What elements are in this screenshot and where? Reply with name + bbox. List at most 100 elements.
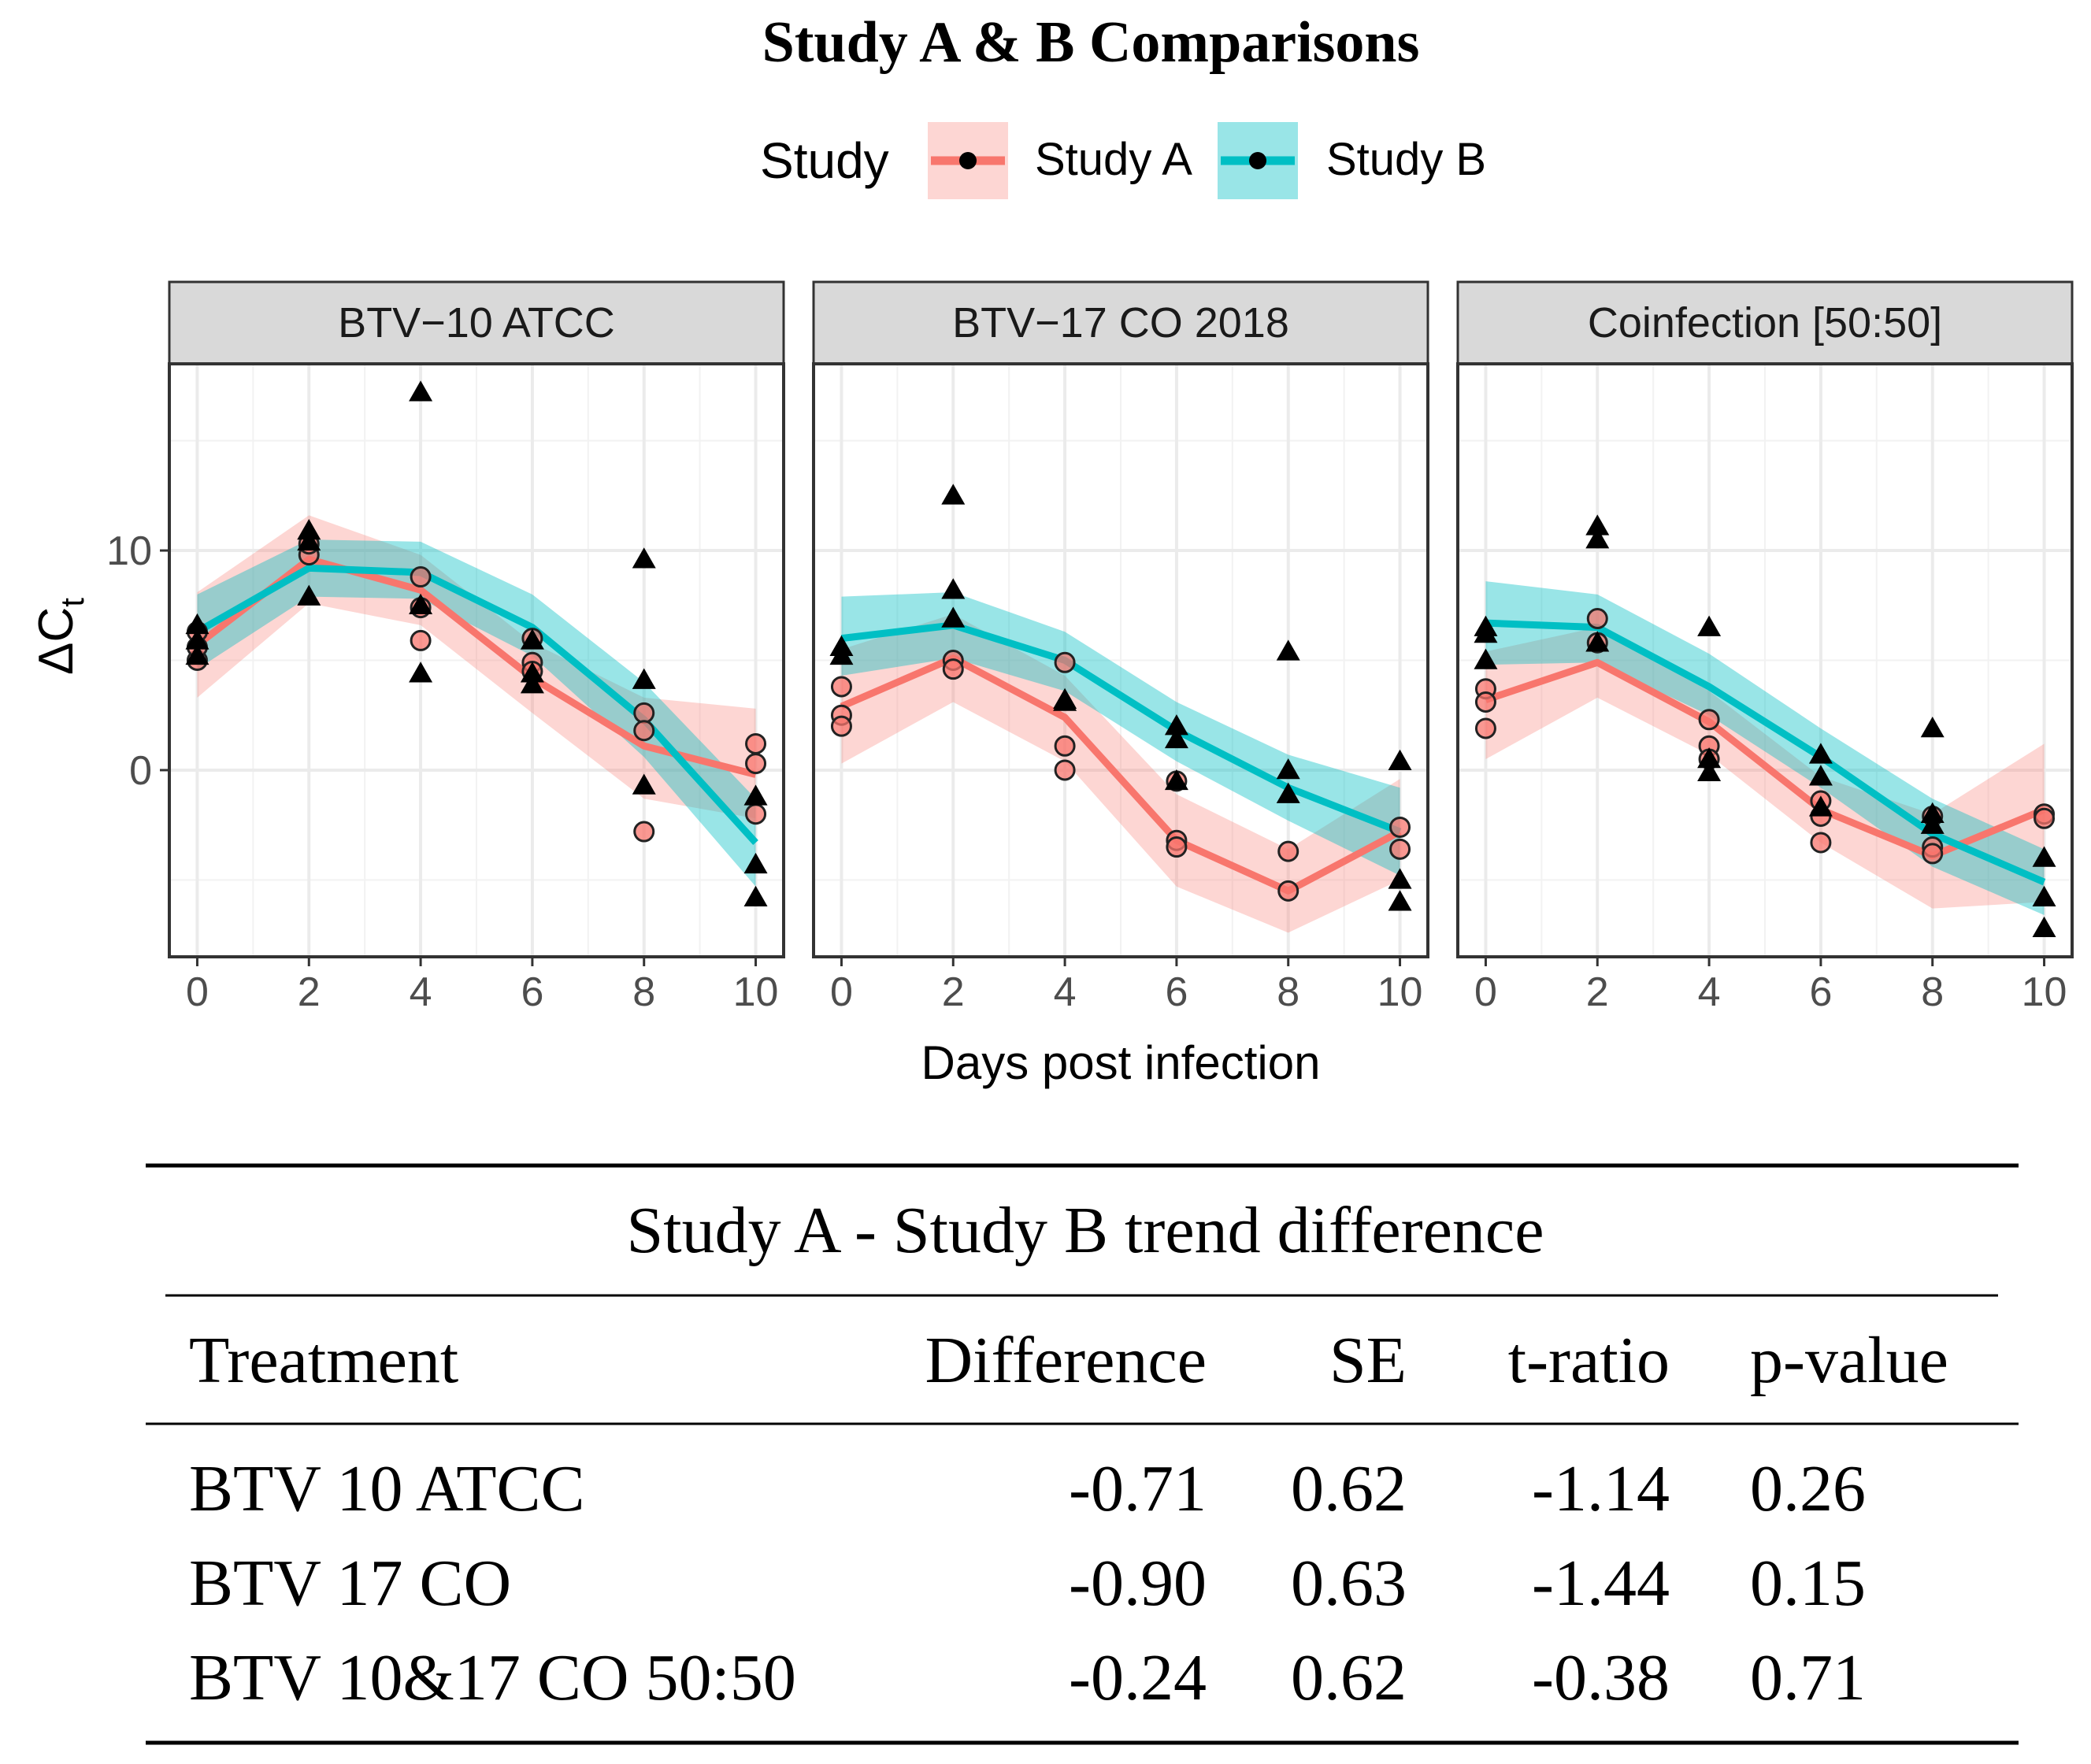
x-tick-label: 2 bbox=[298, 969, 321, 1015]
x-tick-label: 2 bbox=[942, 969, 965, 1015]
study-a-ribbon bbox=[197, 515, 756, 819]
x-axis-title: Days post infection bbox=[921, 1036, 1321, 1089]
study-b-point bbox=[1808, 765, 1833, 786]
study-b-point bbox=[1697, 615, 1722, 636]
table-cell-difference: -0.90 bbox=[1069, 1547, 1207, 1620]
study-b-point bbox=[1276, 782, 1300, 803]
study-b-point bbox=[1585, 528, 1610, 549]
study-b-point bbox=[941, 578, 966, 599]
study-b-point bbox=[1276, 639, 1300, 661]
y-axis-title-main: ΔC bbox=[29, 607, 83, 675]
figure-title: Study A & B Comparisons bbox=[762, 10, 1420, 75]
study-a-point bbox=[1277, 840, 1299, 862]
study-a-point bbox=[1054, 759, 1076, 781]
table-cell-difference: -0.71 bbox=[1069, 1452, 1207, 1525]
table-cell-treatment: BTV 17 CO bbox=[189, 1547, 511, 1620]
panel-border bbox=[1456, 362, 2074, 958]
study-b-point bbox=[520, 662, 544, 683]
panels: BTV−10 ATCC 0 2 4 6 8 10 0 10 BTV−17 CO 2018 0 2 4 6 8… bbox=[106, 280, 2074, 1015]
study-b-point bbox=[1697, 747, 1722, 769]
study-a-point bbox=[1810, 832, 1832, 854]
legend-key-study-a bbox=[928, 122, 1008, 199]
study-b-ribbon bbox=[841, 592, 1400, 876]
svg-text:ΔCt: ΔCt bbox=[29, 598, 91, 675]
study-a-point bbox=[1389, 838, 1411, 860]
study-b-line bbox=[840, 621, 1402, 836]
x-tick-label: 10 bbox=[2022, 969, 2067, 1015]
x-tick-label: 2 bbox=[1586, 969, 1609, 1015]
legend-key-study-b-point bbox=[1249, 152, 1266, 169]
study-a-point bbox=[942, 658, 964, 680]
x-tick-label: 4 bbox=[1698, 969, 1721, 1015]
study-b-point bbox=[1585, 514, 1610, 536]
study-a-point bbox=[410, 566, 432, 588]
table-header-t-ratio: t-ratio bbox=[1508, 1324, 1670, 1397]
study-b-point bbox=[297, 529, 321, 551]
study-b-point bbox=[2032, 916, 2056, 937]
table-cell-t-ratio: -1.44 bbox=[1532, 1547, 1670, 1620]
study-b-point bbox=[743, 885, 768, 906]
study-b-line bbox=[195, 564, 758, 846]
study-a-point bbox=[830, 676, 852, 698]
study-a-point bbox=[1922, 843, 1944, 865]
table-cell-se: 0.62 bbox=[1291, 1452, 1407, 1525]
table-cell-p-value: 0.71 bbox=[1750, 1641, 1866, 1714]
study-b-point bbox=[1920, 813, 1945, 834]
study-a-point bbox=[1586, 608, 1608, 630]
study-b-point bbox=[743, 852, 768, 874]
x-tick-label: 10 bbox=[1377, 969, 1423, 1015]
study-b-point bbox=[409, 662, 433, 683]
x-tick-label: 6 bbox=[1809, 969, 1832, 1015]
facet-panel: BTV−17 CO 2018 0 2 4 6 8 10 bbox=[812, 280, 1429, 1015]
legend-key-study-b bbox=[1218, 122, 1298, 199]
study-b-point bbox=[1164, 769, 1188, 791]
study-a-line bbox=[840, 654, 1402, 895]
study-b-point bbox=[632, 547, 656, 569]
x-tick-label: 8 bbox=[1921, 969, 1944, 1015]
table-cell-t-ratio: -1.14 bbox=[1532, 1452, 1670, 1525]
study-a-point bbox=[1054, 651, 1076, 673]
table-header-p-value: p-value bbox=[1750, 1324, 1948, 1397]
study-b-point bbox=[1164, 727, 1188, 749]
legend: Study Study A Study B bbox=[760, 122, 1486, 199]
panel-border bbox=[168, 362, 785, 958]
facet-strip-label: Coinfection [50:50] bbox=[1588, 299, 1942, 346]
facet-panel: BTV−10 ATCC 0 2 4 6 8 10 0 10 bbox=[106, 280, 785, 1015]
study-a-point bbox=[1474, 691, 1496, 713]
study-b-point bbox=[1920, 802, 1945, 823]
x-tick-label: 0 bbox=[1474, 969, 1497, 1015]
study-b-point bbox=[829, 635, 854, 657]
table-row: BTV 17 CO -0.90 0.63 -1.44 0.15 bbox=[189, 1547, 1866, 1620]
study-b-point bbox=[632, 668, 656, 689]
study-a-point bbox=[1474, 717, 1496, 739]
study-a-point bbox=[745, 803, 767, 825]
study-b-ribbon bbox=[1485, 581, 2045, 916]
facet-strip-label: BTV−10 ATCC bbox=[338, 299, 615, 346]
study-b-point bbox=[1388, 749, 1412, 771]
study-a-point bbox=[1277, 880, 1299, 902]
study-a-point bbox=[633, 702, 655, 724]
study-b-point bbox=[2032, 885, 2056, 906]
study-b-point bbox=[1474, 622, 1498, 643]
study-a-point bbox=[410, 629, 432, 651]
table-cell-treatment: BTV 10&17 CO 50:50 bbox=[189, 1641, 796, 1714]
study-b-point bbox=[409, 380, 433, 402]
study-a-point bbox=[830, 715, 852, 737]
study-b-point bbox=[632, 773, 656, 795]
x-tick-label: 8 bbox=[632, 969, 655, 1015]
facet-strip-label: BTV−17 CO 2018 bbox=[952, 299, 1289, 346]
y-tick-label: 0 bbox=[129, 748, 152, 794]
table-header-se: SE bbox=[1329, 1324, 1407, 1397]
study-b-point bbox=[1053, 687, 1077, 709]
study-b-point bbox=[520, 628, 544, 650]
study-a-point bbox=[1698, 709, 1720, 731]
results-table: Study A - Study B trend difference Treat… bbox=[146, 1163, 2019, 1745]
study-b-point bbox=[2032, 846, 2056, 867]
facet-panel: Coinfection [50:50] 0 2 4 6 8 10 bbox=[1456, 280, 2074, 1015]
panel-border bbox=[812, 362, 1429, 958]
legend-title: Study bbox=[760, 132, 889, 189]
table-row: BTV 10 ATCC -0.71 0.62 -1.14 0.26 bbox=[189, 1452, 1866, 1525]
x-tick-label: 4 bbox=[1054, 969, 1077, 1015]
x-tick-label: 0 bbox=[830, 969, 853, 1015]
